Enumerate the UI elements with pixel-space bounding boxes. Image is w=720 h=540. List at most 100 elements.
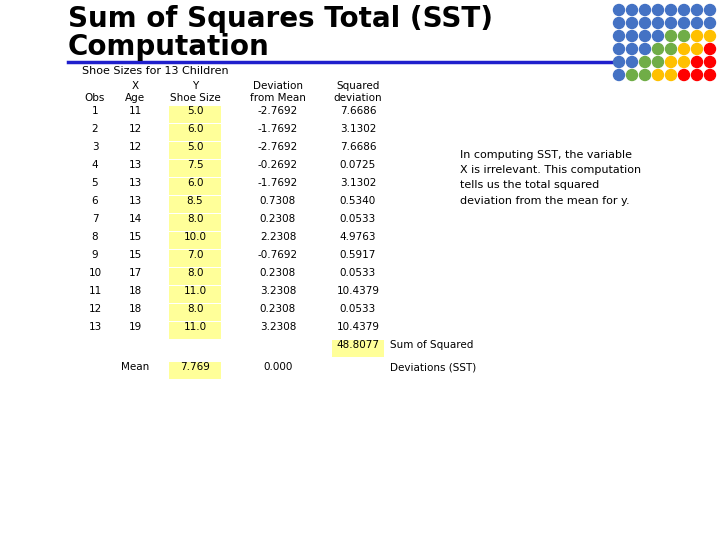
Circle shape (678, 57, 690, 68)
Text: -0.2692: -0.2692 (258, 160, 298, 170)
Circle shape (691, 30, 703, 42)
Text: 12: 12 (89, 304, 102, 314)
Circle shape (626, 30, 637, 42)
Text: 11.0: 11.0 (184, 286, 207, 296)
Text: 12: 12 (128, 124, 142, 134)
Text: 11: 11 (128, 106, 142, 116)
Text: 14: 14 (128, 214, 142, 224)
Text: 13: 13 (128, 178, 142, 188)
Text: 5.0: 5.0 (186, 106, 203, 116)
Text: 6.0: 6.0 (186, 178, 203, 188)
Bar (169, 106, 221, 123)
Circle shape (639, 44, 650, 55)
Circle shape (678, 30, 690, 42)
Text: Shoe Size: Shoe Size (170, 93, 220, 103)
Circle shape (639, 17, 650, 29)
Text: -1.7692: -1.7692 (258, 178, 298, 188)
Text: 15: 15 (128, 232, 142, 242)
Circle shape (665, 30, 677, 42)
Circle shape (691, 4, 703, 16)
Circle shape (704, 30, 716, 42)
Circle shape (665, 44, 677, 55)
Text: Sum of Squares Total (SST): Sum of Squares Total (SST) (68, 5, 493, 33)
Text: 10.4379: 10.4379 (336, 286, 379, 296)
Text: -0.7692: -0.7692 (258, 250, 298, 260)
Text: Obs: Obs (85, 93, 105, 103)
Circle shape (691, 44, 703, 55)
Text: 0.0533: 0.0533 (340, 268, 376, 278)
Text: 0.7308: 0.7308 (260, 196, 296, 206)
Circle shape (652, 70, 664, 80)
Text: 6: 6 (91, 196, 99, 206)
Circle shape (626, 57, 637, 68)
Text: 0.2308: 0.2308 (260, 214, 296, 224)
Circle shape (626, 44, 637, 55)
Circle shape (652, 57, 664, 68)
Circle shape (704, 57, 716, 68)
Circle shape (639, 57, 650, 68)
Circle shape (613, 57, 624, 68)
Circle shape (665, 57, 677, 68)
Text: 1: 1 (91, 106, 99, 116)
Text: 5: 5 (91, 178, 99, 188)
Circle shape (613, 44, 624, 55)
Circle shape (626, 17, 637, 29)
Text: 3.1302: 3.1302 (340, 124, 376, 134)
Circle shape (639, 30, 650, 42)
Bar (169, 268, 221, 285)
Text: 6.0: 6.0 (186, 124, 203, 134)
Circle shape (665, 70, 677, 80)
Text: In computing SST, the variable
X is irrelevant. This computation
tells us the to: In computing SST, the variable X is irre… (460, 150, 641, 206)
Bar (169, 322, 221, 339)
Text: 10.0: 10.0 (184, 232, 207, 242)
Text: Computation: Computation (68, 33, 270, 61)
Text: 8.0: 8.0 (186, 268, 203, 278)
Text: 7.6686: 7.6686 (340, 142, 377, 152)
Bar (169, 304, 221, 321)
Bar (169, 214, 221, 231)
Bar (169, 178, 221, 195)
Text: Mean: Mean (121, 362, 149, 372)
Text: deviation: deviation (333, 93, 382, 103)
Text: 0.000: 0.000 (264, 362, 293, 372)
Bar (169, 196, 221, 213)
Text: 0.5917: 0.5917 (340, 250, 376, 260)
Text: Sum of Squared: Sum of Squared (390, 340, 473, 350)
Text: 0.0533: 0.0533 (340, 304, 376, 314)
Text: 15: 15 (128, 250, 142, 260)
Circle shape (665, 17, 677, 29)
Text: 11: 11 (89, 286, 102, 296)
Bar (169, 142, 221, 159)
Circle shape (704, 4, 716, 16)
Text: 0.0533: 0.0533 (340, 214, 376, 224)
Bar (332, 340, 384, 357)
Text: 8.0: 8.0 (186, 304, 203, 314)
Text: 10: 10 (89, 268, 102, 278)
Text: Age: Age (125, 93, 145, 103)
Text: 17: 17 (128, 268, 142, 278)
Text: 4.9763: 4.9763 (340, 232, 377, 242)
Circle shape (652, 44, 664, 55)
Text: 3.1302: 3.1302 (340, 178, 376, 188)
Text: 19: 19 (128, 322, 142, 332)
Text: 3.2308: 3.2308 (260, 322, 296, 332)
Bar (169, 124, 221, 141)
Circle shape (704, 17, 716, 29)
Text: 7.0: 7.0 (186, 250, 203, 260)
Bar (169, 250, 221, 267)
Text: 0.2308: 0.2308 (260, 304, 296, 314)
Text: 8.0: 8.0 (186, 214, 203, 224)
Text: 8.5: 8.5 (186, 196, 203, 206)
Text: 18: 18 (128, 286, 142, 296)
Circle shape (613, 30, 624, 42)
Text: 3.2308: 3.2308 (260, 286, 296, 296)
Text: 18: 18 (128, 304, 142, 314)
Text: 5.0: 5.0 (186, 142, 203, 152)
Circle shape (613, 17, 624, 29)
Text: 7.769: 7.769 (180, 362, 210, 372)
Text: 0.2308: 0.2308 (260, 268, 296, 278)
Text: 48.8077: 48.8077 (336, 340, 379, 350)
Text: Y: Y (192, 81, 198, 91)
Text: Deviations (SST): Deviations (SST) (390, 362, 476, 372)
Circle shape (626, 4, 637, 16)
